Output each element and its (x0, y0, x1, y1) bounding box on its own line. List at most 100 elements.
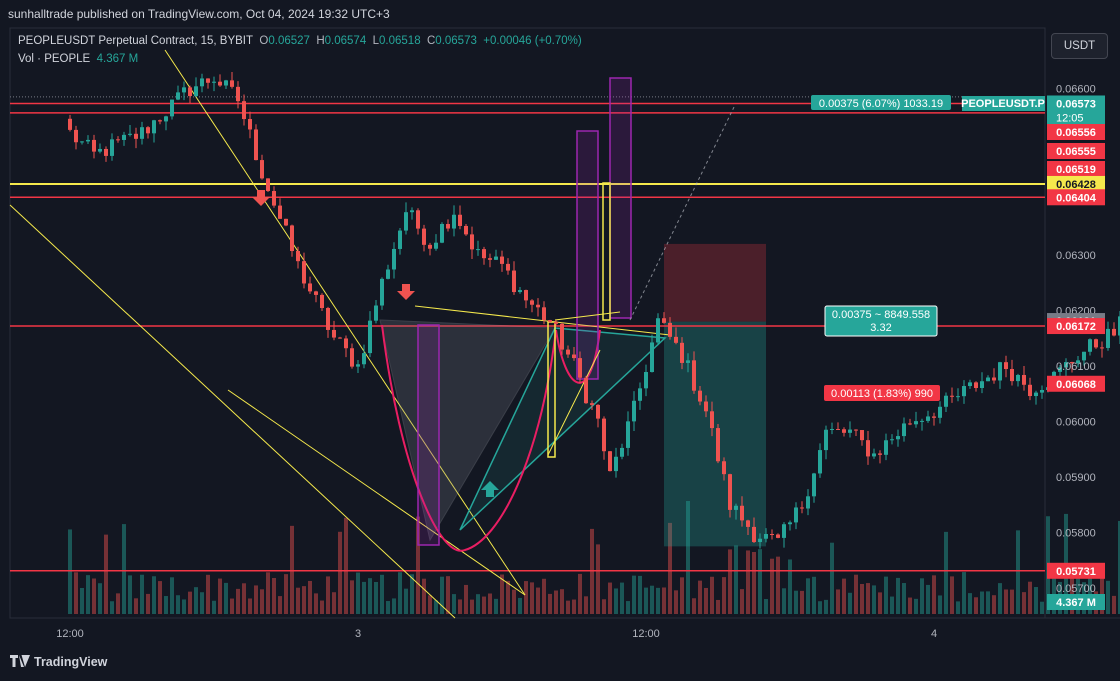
volume-bar (92, 578, 96, 614)
candle-body (680, 342, 684, 363)
volume-bar (818, 601, 822, 614)
x-tick-label: 3 (355, 628, 361, 640)
candle-body (800, 507, 804, 509)
candle-body (482, 249, 486, 259)
x-tick-label: 4 (931, 628, 937, 640)
volume-bar (830, 542, 834, 614)
candle-body (104, 148, 108, 156)
left-stop-zone (664, 243, 766, 322)
candle-body (842, 429, 846, 433)
volume-bar (404, 588, 408, 614)
price-axis-label-text: 0.06172 (1056, 321, 1096, 333)
currency-button[interactable]: USDT (1051, 33, 1108, 59)
candle-body (1058, 367, 1062, 372)
volume-bar (656, 587, 660, 614)
candle-body (698, 390, 702, 402)
volume-bar (86, 575, 90, 614)
triangle-top-line (414, 305, 671, 336)
candle-body (80, 141, 84, 143)
yellow-box (602, 182, 611, 321)
volume-bar (152, 576, 156, 614)
candle-body (572, 354, 576, 359)
volume-bar (680, 577, 684, 614)
y-tick-label: 0.06000 (1056, 417, 1096, 429)
volume-bar (674, 590, 678, 614)
candle-body (230, 80, 234, 87)
ohlc-legend: PEOPLEUSDT Perpetual Contract, 15, BYBIT… (18, 35, 582, 47)
volume-bar (836, 589, 840, 614)
candle-body (890, 439, 894, 441)
volume-bar (686, 501, 690, 614)
low-label: L (372, 35, 380, 47)
yellow-box (547, 321, 556, 458)
candle-body (566, 349, 570, 355)
candle-body (248, 119, 252, 130)
volume-bar (914, 598, 918, 614)
volume-bar (116, 593, 120, 614)
candle-body (428, 244, 432, 249)
price-axis-label-text: 0.05731 (1056, 566, 1096, 578)
price-axis-label: 0.05731 (1047, 562, 1105, 579)
candle-body (536, 304, 540, 308)
price-axis-label-text: 0.06573 (1056, 98, 1096, 110)
volume-bar (956, 601, 960, 614)
candle-body (146, 127, 150, 134)
candle-body (1034, 392, 1038, 397)
volume-bar (338, 531, 342, 614)
y-tick-label: 0.06100 (1056, 361, 1096, 373)
candle-body (704, 401, 708, 412)
volume-axis-label-text: 4.367 M (1056, 597, 1096, 609)
candle-body (878, 453, 882, 455)
volume-axis-label: 4.367 M (1047, 594, 1105, 610)
candle-body (764, 534, 768, 539)
candle-body (638, 388, 642, 401)
candle-body (560, 323, 564, 350)
candle-body (1076, 360, 1080, 364)
tradingview-brand[interactable]: TradingView (10, 655, 107, 670)
candle-body (266, 178, 270, 192)
volume-bar (74, 572, 78, 614)
symbol-label[interactable]: PEOPLEUSDT Perpetual Contract, 15, BYBIT (18, 35, 254, 47)
volume-bar (518, 597, 522, 614)
candle-body (554, 321, 558, 324)
candle-body (224, 80, 228, 86)
volume-bar (620, 582, 624, 614)
triangle-fill (460, 328, 665, 530)
volume-bar (170, 577, 174, 614)
volume-bar (722, 577, 726, 614)
candles (68, 71, 1120, 549)
x-tick-label: 12:00 (632, 628, 660, 640)
candle-body (416, 210, 420, 229)
price-axis-label: 0.06573 12:05 (1047, 95, 1105, 126)
candle-body (140, 127, 144, 139)
volume-bar (470, 599, 474, 614)
triangle-shape (459, 327, 667, 531)
candle-body (770, 534, 774, 536)
tradingview-logo-icon (10, 655, 30, 670)
volume-bar (842, 578, 846, 614)
volume-bar (626, 601, 630, 614)
volume-bar (872, 585, 876, 614)
candle-body (794, 507, 798, 523)
volume-bar (272, 578, 276, 614)
volume-legend: Vol · PEOPLE 4.367 M (18, 53, 138, 65)
volume-label[interactable]: Vol · PEOPLE (18, 53, 91, 65)
volume-bar (464, 584, 468, 614)
candle-body (296, 251, 300, 262)
volume-bar (290, 525, 294, 614)
candle-body (728, 474, 732, 510)
volume-bar (704, 587, 708, 614)
candle-body (1100, 347, 1104, 349)
volume-bar (758, 549, 762, 614)
volume-bar (194, 587, 198, 614)
candle-body (812, 473, 816, 497)
candle-body (1040, 389, 1044, 393)
candle-body (1028, 384, 1032, 397)
volume-bar (596, 544, 600, 614)
volume-bar (374, 581, 378, 614)
volume-bar (710, 576, 714, 614)
candle-body (650, 342, 654, 373)
volume-bar (362, 581, 366, 614)
